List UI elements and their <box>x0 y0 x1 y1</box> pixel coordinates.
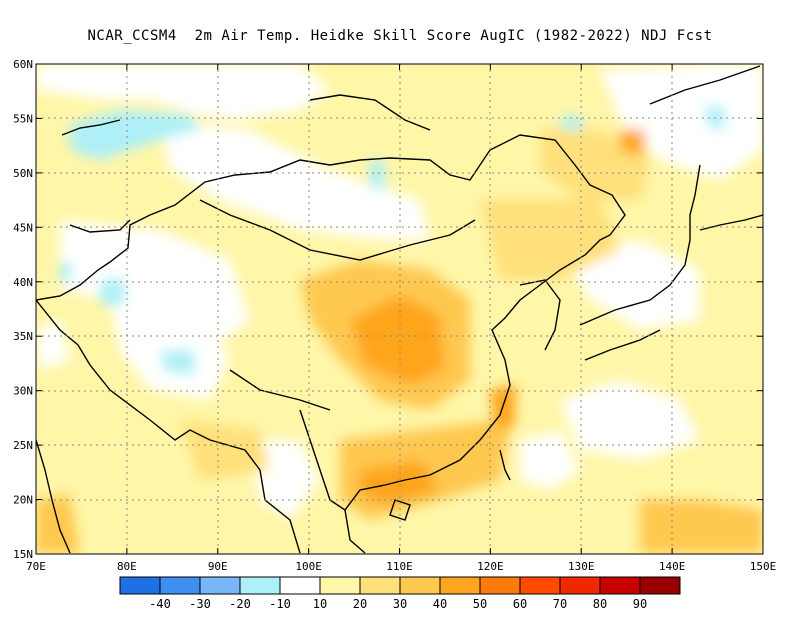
lat-tick-label: 15N <box>13 548 33 561</box>
colorbar-swatch <box>439 576 481 595</box>
colorbar-swatch <box>159 576 201 595</box>
lat-tick-label: 50N <box>13 167 33 180</box>
lon-tick-label: 90E <box>208 560 228 573</box>
colorbar-swatch <box>119 576 161 595</box>
colorbar-swatch <box>639 576 681 595</box>
colorbar-label: 20 <box>353 597 367 611</box>
coastlines <box>36 65 763 554</box>
colorbar-swatch <box>359 576 401 595</box>
colorbar-swatch <box>559 576 601 595</box>
colorbar-label: 40 <box>433 597 447 611</box>
grid-lines <box>36 64 763 554</box>
lon-tick-label: 150E <box>750 560 777 573</box>
colorbar-swatch <box>319 576 361 595</box>
colorbar-label: -20 <box>229 597 251 611</box>
lat-tick-label: 30N <box>13 385 33 398</box>
lon-tick-label: 140E <box>659 560 686 573</box>
lon-tick-label: 130E <box>568 560 595 573</box>
colorbar-label: -30 <box>189 597 211 611</box>
lat-tick-label: 60N <box>13 58 33 71</box>
lon-tick-label: 70E <box>26 560 46 573</box>
colorbar-swatch <box>599 576 641 595</box>
lat-tick-label: 20N <box>13 494 33 507</box>
colorbar-label: 60 <box>513 597 527 611</box>
colorbar-label: 90 <box>633 597 647 611</box>
lon-tick-label: 100E <box>295 560 322 573</box>
colorbar-swatch <box>399 576 441 595</box>
colorbar-label: 80 <box>593 597 607 611</box>
colorbar-swatch <box>199 576 241 595</box>
lat-tick-label: 25N <box>13 439 33 452</box>
colorbar-label: -40 <box>149 597 171 611</box>
map-title: NCAR_CCSM4 2m Air Temp. Heidke Skill Sco… <box>87 28 713 44</box>
colorbar-label: 50 <box>473 597 487 611</box>
colorbar-swatch <box>239 576 281 595</box>
colorbar-swatch <box>519 576 561 595</box>
colorbar-label: -10 <box>269 597 291 611</box>
colorbar-label: 30 <box>393 597 407 611</box>
colorbar-swatch <box>479 576 521 595</box>
colorbar-swatch <box>279 576 321 595</box>
axis-ticks: 70E 80E 90E 100E 110E 120E 130E 140E 150E 15N 20N 2… <box>13 58 776 573</box>
colorbar: -40 -30 -20 -10 10 20 30 40 50 60 70 80 90 <box>119 576 681 611</box>
lat-tick-label: 45N <box>13 221 33 234</box>
lon-tick-label: 80E <box>117 560 137 573</box>
lat-tick-label: 55N <box>13 112 33 125</box>
lat-tick-label: 35N <box>13 330 33 343</box>
lon-tick-label: 120E <box>477 560 504 573</box>
colorbar-label: 10 <box>313 597 327 611</box>
lat-tick-label: 40N <box>13 276 33 289</box>
colorbar-label: 70 <box>553 597 567 611</box>
lon-tick-label: 110E <box>386 560 413 573</box>
